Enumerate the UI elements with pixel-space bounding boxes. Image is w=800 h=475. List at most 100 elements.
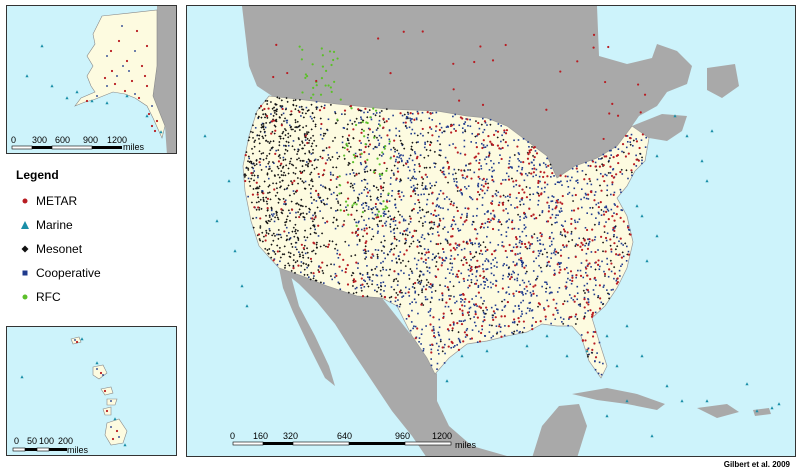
cooperative-station-mark bbox=[402, 218, 405, 221]
cooperative-station-mark bbox=[452, 323, 455, 326]
cooperative-station-mark bbox=[585, 271, 587, 274]
mesonet-station-mark bbox=[364, 245, 367, 248]
cooperative-station-mark bbox=[528, 145, 530, 148]
metar-station-mark bbox=[576, 60, 579, 63]
cooperative-station-mark bbox=[428, 117, 431, 120]
cooperative-station-mark bbox=[394, 224, 397, 226]
cooperative-station-mark bbox=[581, 206, 583, 209]
cooperative-station-mark bbox=[118, 436, 120, 438]
mesonet-station-mark bbox=[562, 322, 565, 325]
metar-station-mark bbox=[511, 249, 514, 252]
metar-station-mark bbox=[117, 39, 121, 43]
cooperative-station-mark bbox=[512, 310, 515, 313]
metar-station-mark bbox=[393, 139, 396, 142]
cooperative-station-mark bbox=[357, 199, 359, 202]
mesonet-station-mark bbox=[262, 196, 265, 199]
cooperative-station-mark bbox=[480, 165, 482, 167]
cooperative-station-mark bbox=[627, 250, 630, 253]
cooperative-station-mark bbox=[599, 172, 602, 175]
metar-station-mark bbox=[355, 173, 358, 176]
cooperative-station-mark bbox=[532, 317, 534, 319]
metar-station-mark bbox=[591, 160, 595, 163]
metar-station-mark bbox=[458, 308, 462, 311]
cooperative-station-mark bbox=[444, 156, 447, 159]
cooperative-station-mark bbox=[613, 212, 615, 214]
conus-map[interactable]: 0 160 320 640 960 1200 miles bbox=[186, 5, 796, 457]
cooperative-station-mark bbox=[305, 106, 308, 109]
metar-station-mark bbox=[311, 217, 314, 220]
mesonet-station-mark bbox=[410, 145, 413, 148]
mesonet-station-mark bbox=[327, 156, 331, 160]
cooperative-station-mark bbox=[423, 215, 426, 218]
cooperative-station-mark bbox=[536, 237, 539, 239]
cooperative-station-mark bbox=[458, 124, 461, 127]
cooperative-station-mark bbox=[587, 238, 590, 241]
cooperative-station-mark bbox=[477, 182, 480, 185]
metar-station-mark bbox=[326, 245, 330, 249]
cooperative-station-mark bbox=[414, 290, 417, 293]
metar-station-mark bbox=[544, 315, 547, 318]
cooperative-station-mark bbox=[408, 231, 411, 234]
metar-station-mark bbox=[437, 268, 440, 271]
marine-station-mark bbox=[615, 364, 619, 368]
cooperative-station-mark bbox=[555, 302, 558, 305]
cooperative-station-mark bbox=[539, 250, 542, 252]
cooperative-station-mark bbox=[252, 167, 255, 170]
cooperative-station-mark bbox=[475, 214, 478, 217]
cooperative-station-mark bbox=[483, 316, 486, 318]
cooperative-station-mark bbox=[432, 253, 434, 256]
metar-station-mark bbox=[318, 270, 321, 274]
cooperative-station-mark bbox=[501, 134, 503, 137]
cooperative-station-mark bbox=[96, 368, 98, 370]
mesonet-station-mark bbox=[408, 245, 411, 248]
conus-scale-tick-2: 320 bbox=[283, 431, 298, 441]
metar-station-mark bbox=[531, 327, 534, 331]
cooperative-station-mark bbox=[468, 274, 470, 277]
mesonet-station-mark bbox=[478, 193, 481, 196]
cooperative-station-mark bbox=[375, 129, 378, 131]
cooperative-station-mark bbox=[570, 282, 573, 285]
cooperative-station-mark bbox=[288, 238, 291, 241]
cooperative-station-mark bbox=[315, 101, 318, 103]
marine-station-mark bbox=[50, 84, 54, 88]
alaska-scale-unit: miles bbox=[123, 142, 145, 152]
cooperative-station-mark bbox=[520, 301, 522, 304]
metar-station-mark bbox=[639, 111, 642, 114]
cooperative-station-mark bbox=[458, 339, 461, 341]
cooperative-station-mark bbox=[556, 309, 559, 312]
mesonet-station-mark bbox=[608, 297, 611, 300]
mesonet-station-mark bbox=[359, 121, 363, 124]
cooperative-station-mark bbox=[499, 330, 502, 333]
cooperative-station-mark bbox=[416, 110, 419, 113]
metar-station-mark bbox=[586, 247, 590, 250]
metar-station-mark bbox=[317, 172, 320, 176]
metar-station-mark bbox=[479, 306, 483, 309]
cooperative-station-mark bbox=[362, 249, 365, 252]
cooperative-station-mark bbox=[408, 169, 411, 172]
mesonet-station-mark bbox=[314, 125, 317, 128]
cooperative-station-mark bbox=[622, 255, 625, 258]
metar-station-mark bbox=[266, 207, 269, 210]
metar-station-mark bbox=[323, 169, 326, 172]
metar-station-mark bbox=[588, 177, 591, 181]
hawaii-inset-map[interactable]: 0 50 100 200 miles bbox=[6, 326, 177, 456]
cooperative-station-mark bbox=[529, 291, 532, 294]
metar-station-mark bbox=[589, 164, 592, 168]
cooperative-station-mark bbox=[400, 198, 403, 201]
cooperative-station-mark bbox=[273, 162, 275, 165]
cooperative-station-mark bbox=[486, 189, 489, 192]
mesonet-station-mark bbox=[438, 143, 442, 146]
mesonet-station-mark bbox=[421, 224, 424, 227]
metar-station-mark bbox=[272, 259, 275, 262]
cooperative-station-mark bbox=[560, 207, 562, 210]
rfc-station-mark bbox=[333, 80, 336, 83]
mesonet-station-mark bbox=[439, 154, 442, 157]
mesonet-station-mark bbox=[250, 160, 253, 163]
mesonet-station-mark bbox=[490, 143, 494, 147]
cooperative-station-mark bbox=[475, 275, 477, 278]
cooperative-station-mark bbox=[539, 239, 541, 241]
mesonet-station-mark bbox=[267, 232, 270, 235]
mesonet-station-mark bbox=[410, 242, 413, 245]
cooperative-station-mark bbox=[365, 165, 368, 168]
alaska-inset-map[interactable]: 0 300 600 900 1200 miles bbox=[6, 5, 177, 154]
